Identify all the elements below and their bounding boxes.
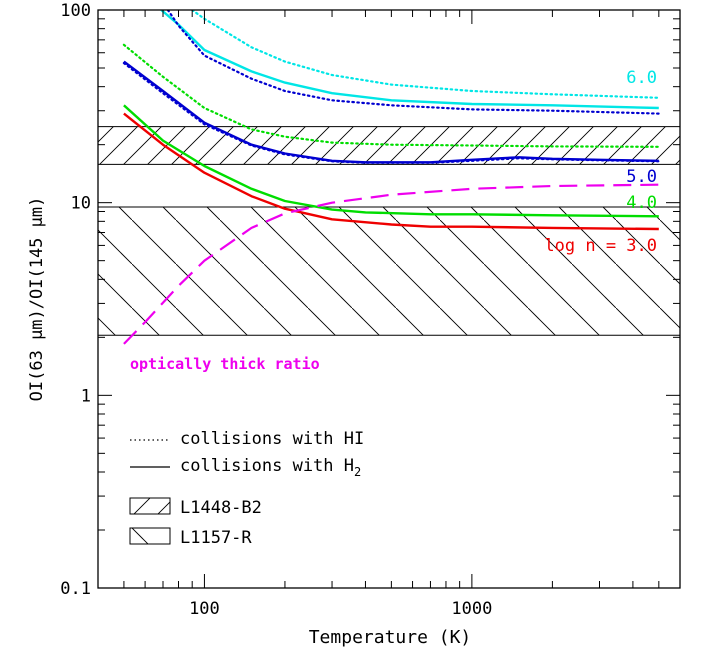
series-hi_n6b bbox=[166, 10, 660, 115]
legend-l1157-label: L1157-R bbox=[180, 528, 252, 548]
model-curves bbox=[122, 10, 660, 345]
curve-label-6: 6.0 bbox=[626, 68, 657, 88]
axis-ticks bbox=[97, 9, 681, 589]
series-hi_n5 bbox=[122, 61, 660, 164]
y-axis-label: OI(63 μm)/OI(145 μm) bbox=[27, 197, 47, 402]
legend-l1448-swatch bbox=[129, 497, 171, 515]
series-thick bbox=[123, 183, 659, 345]
legend-l1448-label: L1448-B2 bbox=[180, 498, 262, 518]
legend-l1157-swatch bbox=[129, 527, 171, 545]
x-tick-label: 100 bbox=[189, 599, 220, 619]
series-h2_n4 bbox=[123, 104, 659, 218]
y-tick-label: 10 bbox=[71, 194, 91, 214]
observed-bands bbox=[98, 126, 680, 336]
x-axis-label: Temperature (K) bbox=[309, 627, 472, 648]
series-h2_n6 bbox=[160, 10, 659, 110]
legend-h2-subscript: 2 bbox=[354, 465, 361, 479]
series-hi_n6 bbox=[191, 10, 660, 99]
y-tick-label: 0.1 bbox=[60, 579, 91, 599]
legend-hi-label: collisions with HI bbox=[180, 429, 364, 449]
y-tick-label: 1 bbox=[81, 386, 91, 406]
optically-thick-label: optically thick ratio bbox=[130, 355, 320, 373]
legend-h2-text: collisions with H bbox=[180, 456, 354, 476]
legend: collisions with HI collisions with H2 L1… bbox=[129, 429, 364, 548]
series-h2_n3 bbox=[123, 112, 659, 231]
tick-labels: 100 1000 0.1 1 10 100 bbox=[60, 1, 492, 619]
curve-label-4: 4.0 bbox=[626, 193, 657, 213]
plot-frame bbox=[97, 9, 681, 589]
curve-label-5: 5.0 bbox=[626, 167, 657, 187]
curve-label-3: log n = 3.0 bbox=[544, 236, 657, 256]
band-l1157-fill bbox=[98, 206, 680, 336]
series-hi_n4 bbox=[122, 43, 660, 148]
x-tick-label: 1000 bbox=[451, 599, 492, 619]
legend-h2-label: collisions with H2 bbox=[180, 456, 361, 479]
y-tick-label: 100 bbox=[60, 1, 91, 21]
